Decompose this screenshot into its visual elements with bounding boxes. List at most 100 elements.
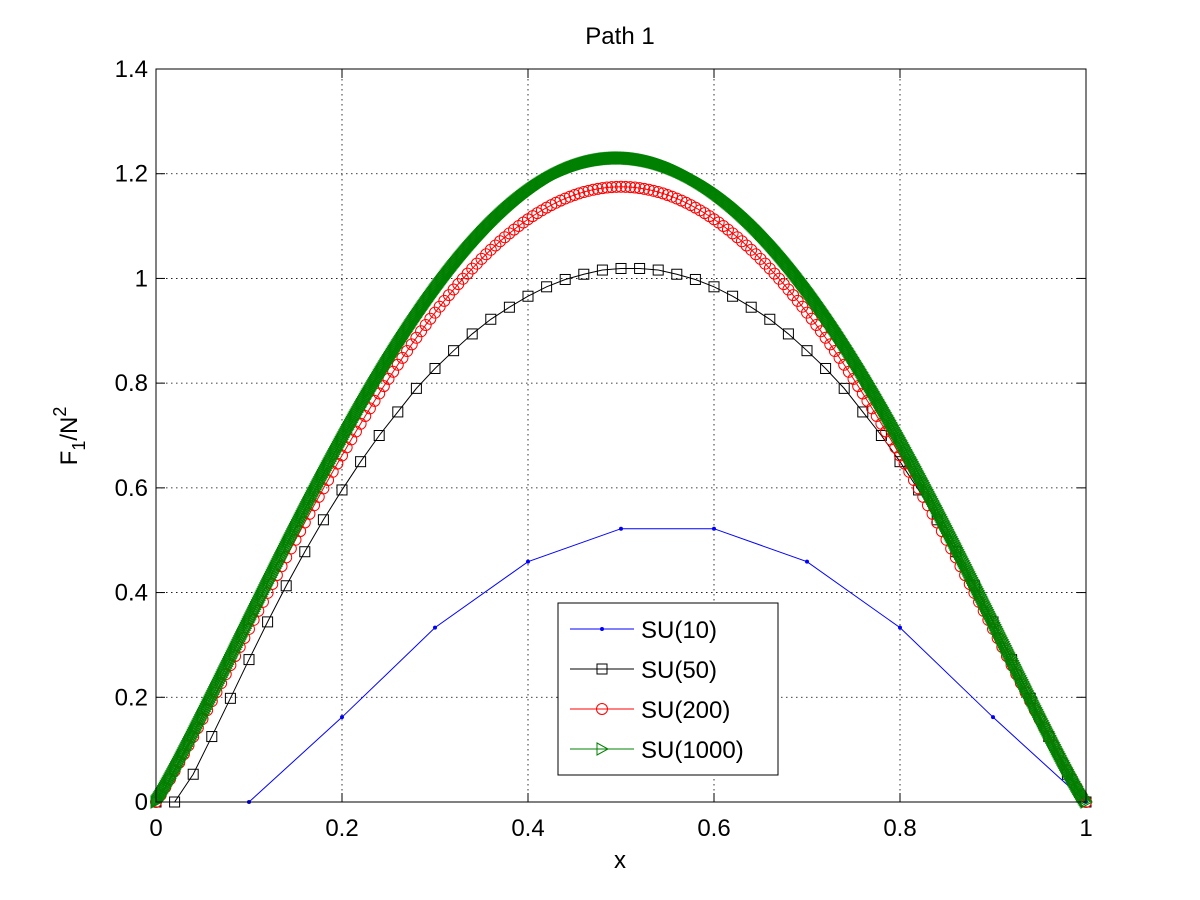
- data-point: [269, 561, 283, 576]
- legend-label: SU(50): [641, 657, 717, 684]
- data-point: [485, 313, 497, 325]
- data-point: [938, 515, 951, 529]
- legend-marker: [596, 703, 608, 715]
- data-point: [194, 713, 207, 728]
- data-point: [224, 692, 236, 704]
- data-point: [355, 456, 367, 468]
- y-tick-label: 1.2: [115, 161, 148, 188]
- data-point: [610, 180, 623, 193]
- data-point: [1035, 712, 1049, 726]
- data-point: [559, 273, 571, 285]
- data-point: [946, 531, 960, 546]
- data-point: [759, 257, 772, 270]
- data-point: [1034, 710, 1048, 724]
- data-point: [392, 406, 404, 418]
- data-point: [948, 535, 961, 550]
- data-point: [317, 514, 329, 526]
- data-point: [188, 724, 202, 739]
- data-point: [953, 544, 966, 559]
- data-point: [405, 338, 418, 351]
- data-point: [578, 268, 590, 280]
- x-tick-label: 1: [1079, 815, 1092, 842]
- data-point: [429, 306, 441, 319]
- data-point: [1030, 700, 1043, 715]
- data-point: [415, 325, 428, 338]
- x-tick-label: 0.2: [325, 815, 358, 842]
- legend-label: SU(10): [641, 617, 717, 644]
- data-point: [299, 546, 311, 558]
- data-point: [340, 715, 344, 720]
- data-point: [279, 540, 293, 555]
- data-point: [596, 182, 609, 195]
- x-tick-label: 0: [149, 815, 162, 842]
- legend-item: SU(50): [570, 657, 717, 684]
- data-point: [193, 715, 206, 730]
- data-point: [805, 312, 818, 325]
- data-point: [182, 737, 195, 752]
- data-point: [958, 555, 972, 570]
- y-tick-label: 1: [135, 265, 148, 292]
- data-point: [810, 318, 823, 331]
- data-point: [745, 243, 758, 256]
- y-axis-label-base: F: [56, 451, 83, 466]
- data-point: [801, 306, 813, 319]
- data-point: [181, 739, 194, 754]
- legend-box: [557, 602, 779, 776]
- data-point: [270, 559, 284, 574]
- data-point: [503, 301, 515, 313]
- data-point: [475, 252, 488, 265]
- data-point: [1039, 719, 1053, 734]
- data-point: [185, 730, 199, 745]
- data-point: [272, 555, 285, 570]
- data-point: [243, 654, 255, 666]
- legend-item: SU(200): [570, 697, 730, 724]
- y-axis-label: F1/N2: [50, 407, 89, 466]
- data-point: [819, 331, 832, 344]
- data-point: [285, 529, 298, 544]
- data-point: [652, 264, 664, 276]
- data-point: [941, 520, 954, 535]
- data-point: [952, 542, 965, 557]
- data-point: [1075, 787, 1089, 802]
- data-point: [466, 262, 479, 275]
- data-point: [396, 351, 409, 364]
- data-point: [941, 522, 955, 537]
- data-point: [186, 728, 200, 743]
- data-point: [605, 181, 618, 194]
- data-point: [1032, 704, 1045, 719]
- data-point: [652, 186, 665, 199]
- series-line: [248, 528, 1087, 803]
- y-tick-label: 0: [135, 789, 148, 816]
- data-point: [503, 227, 516, 240]
- data-point: [448, 345, 460, 357]
- y-tick-label: 1.4: [115, 56, 148, 83]
- data-point: [942, 524, 956, 539]
- data-point: [189, 723, 203, 737]
- y-axis-label-mid: /N: [56, 417, 83, 441]
- data-point: [1038, 717, 1052, 732]
- data-point: [419, 318, 432, 331]
- plot-frame: [155, 68, 1087, 803]
- data-point: [262, 616, 274, 628]
- data-point: [954, 548, 968, 563]
- y-tick-label: 0.4: [115, 580, 148, 607]
- data-point: [805, 559, 809, 564]
- chart-title: Path 1: [585, 23, 654, 50]
- data-point: [277, 544, 291, 559]
- data-point: [754, 252, 767, 265]
- data-point: [1077, 790, 1091, 805]
- data-point: [1036, 713, 1050, 728]
- legend: SU(10) SU(50) SU(200) SU(1000): [557, 602, 779, 776]
- y-axis-label-sup: 2: [50, 407, 70, 417]
- data-point: [764, 313, 776, 325]
- data-point: [943, 526, 957, 540]
- data-point: [577, 186, 590, 199]
- data-point: [283, 533, 297, 548]
- y-tick-label: 0.6: [115, 475, 148, 502]
- data-point: [939, 517, 952, 531]
- data-point: [377, 380, 390, 393]
- data-point: [956, 552, 970, 566]
- data-point: [183, 735, 196, 750]
- y-tick-label: 0.8: [115, 370, 148, 397]
